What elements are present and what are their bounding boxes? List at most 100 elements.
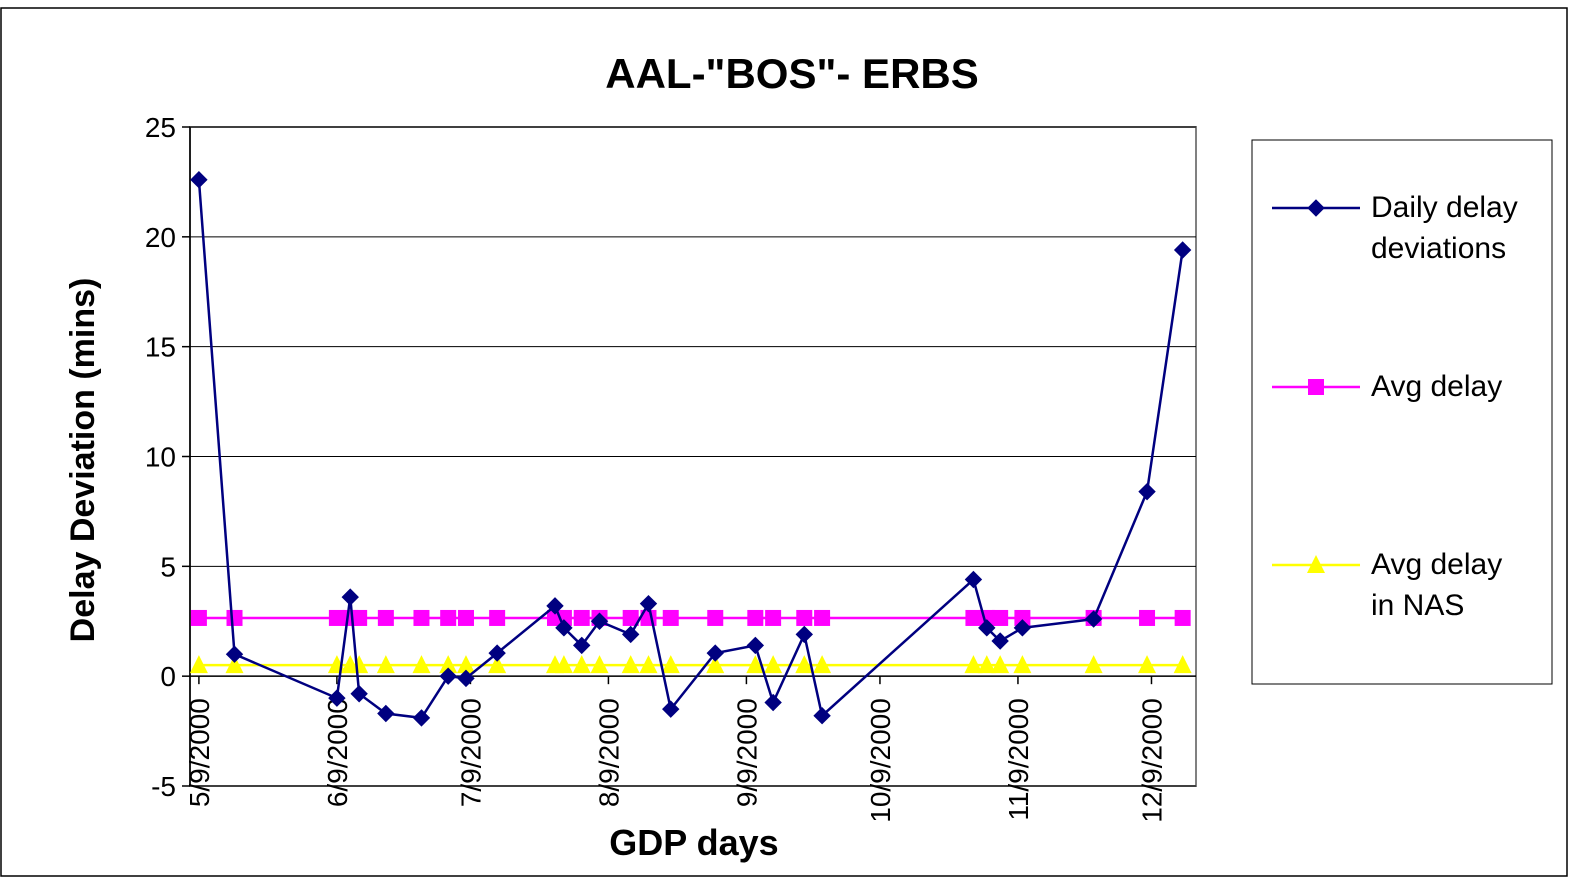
marker bbox=[991, 655, 1010, 674]
x-axis-label: GDP days bbox=[609, 822, 778, 863]
marker bbox=[1308, 379, 1324, 395]
marker bbox=[1138, 482, 1156, 501]
marker bbox=[796, 609, 813, 626]
y-tick-label: 10 bbox=[145, 442, 176, 473]
marker bbox=[1307, 555, 1325, 573]
series bbox=[190, 171, 1192, 727]
legend-label: Avg delay in NAS bbox=[1371, 548, 1503, 622]
x-tick-label: 8/9/2000 bbox=[593, 698, 624, 807]
marker bbox=[964, 570, 983, 589]
marker bbox=[1013, 655, 1032, 674]
marker bbox=[573, 636, 591, 655]
marker bbox=[621, 655, 640, 674]
marker bbox=[350, 655, 369, 674]
marker bbox=[764, 655, 783, 674]
marker bbox=[555, 609, 572, 626]
marker bbox=[978, 619, 996, 637]
marker bbox=[225, 645, 244, 663]
legend-box bbox=[1251, 139, 1553, 685]
marker bbox=[991, 632, 1009, 650]
marker bbox=[225, 655, 244, 674]
marker bbox=[572, 655, 591, 674]
marker bbox=[412, 655, 431, 674]
x-tick-label: 9/9/2000 bbox=[731, 698, 762, 807]
marker bbox=[707, 609, 724, 626]
marker bbox=[457, 609, 474, 626]
marker bbox=[964, 655, 983, 674]
marker bbox=[554, 655, 573, 674]
marker bbox=[555, 619, 573, 637]
marker bbox=[376, 655, 395, 674]
marker bbox=[1138, 655, 1157, 674]
marker bbox=[590, 612, 609, 630]
marker bbox=[456, 655, 475, 674]
marker bbox=[622, 609, 639, 626]
y-tick-label: 0 bbox=[160, 661, 176, 692]
marker bbox=[328, 689, 346, 707]
marker bbox=[1174, 609, 1191, 626]
x-tick-label: 6/9/2000 bbox=[322, 698, 353, 807]
legend-label: Avg delay bbox=[1371, 370, 1503, 403]
marker bbox=[413, 609, 430, 626]
marker bbox=[706, 644, 724, 662]
marker bbox=[746, 655, 765, 674]
x-tick-label: 10/9/2000 bbox=[865, 698, 896, 823]
marker bbox=[764, 693, 782, 712]
y-axis-label: Delay Deviation (mins) bbox=[64, 278, 102, 643]
marker bbox=[377, 609, 394, 626]
marker bbox=[814, 609, 831, 626]
marker bbox=[1173, 655, 1192, 674]
marker bbox=[1013, 619, 1032, 637]
marker bbox=[573, 609, 590, 626]
marker bbox=[747, 609, 764, 626]
marker bbox=[639, 655, 658, 674]
marker bbox=[795, 655, 814, 674]
marker bbox=[377, 704, 395, 723]
marker bbox=[1307, 199, 1325, 217]
marker bbox=[1084, 655, 1103, 674]
marker bbox=[795, 625, 813, 644]
marker bbox=[189, 655, 208, 674]
marker bbox=[412, 709, 431, 727]
x-tick-label: 12/9/2000 bbox=[1136, 698, 1167, 823]
marker bbox=[1173, 241, 1192, 259]
marker bbox=[590, 655, 609, 674]
x-tick-label: 5/9/2000 bbox=[184, 698, 215, 807]
marker bbox=[1084, 610, 1103, 628]
legend-label: Daily delay deviations bbox=[1371, 191, 1518, 265]
marker bbox=[662, 609, 679, 626]
marker bbox=[457, 669, 475, 688]
marker bbox=[992, 609, 1009, 626]
marker bbox=[489, 609, 506, 626]
marker bbox=[1014, 609, 1031, 626]
marker bbox=[439, 667, 457, 685]
marker bbox=[190, 609, 207, 626]
x-tick-label: 7/9/2000 bbox=[455, 698, 486, 807]
marker bbox=[621, 625, 640, 644]
y-tick-label: 15 bbox=[145, 332, 176, 363]
y-tick-label: 5 bbox=[160, 551, 176, 582]
marker bbox=[350, 685, 368, 703]
marker bbox=[1139, 609, 1156, 626]
marker bbox=[190, 171, 208, 189]
marker bbox=[226, 609, 243, 626]
y-tick-label: 20 bbox=[145, 222, 176, 253]
marker bbox=[706, 655, 725, 674]
marker bbox=[546, 597, 564, 615]
marker bbox=[746, 636, 765, 655]
marker bbox=[341, 588, 359, 606]
marker bbox=[765, 609, 782, 626]
marker bbox=[813, 706, 831, 725]
chart-title: AAL-"BOS"- ERBS bbox=[605, 50, 979, 97]
marker bbox=[661, 655, 680, 674]
y-tick-label: -5 bbox=[151, 771, 176, 802]
marker bbox=[965, 609, 982, 626]
marker bbox=[488, 644, 506, 662]
y-tick-label: 25 bbox=[145, 112, 176, 143]
marker bbox=[439, 655, 458, 674]
marker bbox=[488, 655, 507, 674]
marker bbox=[351, 609, 368, 626]
marker bbox=[328, 609, 345, 626]
marker bbox=[977, 655, 996, 674]
